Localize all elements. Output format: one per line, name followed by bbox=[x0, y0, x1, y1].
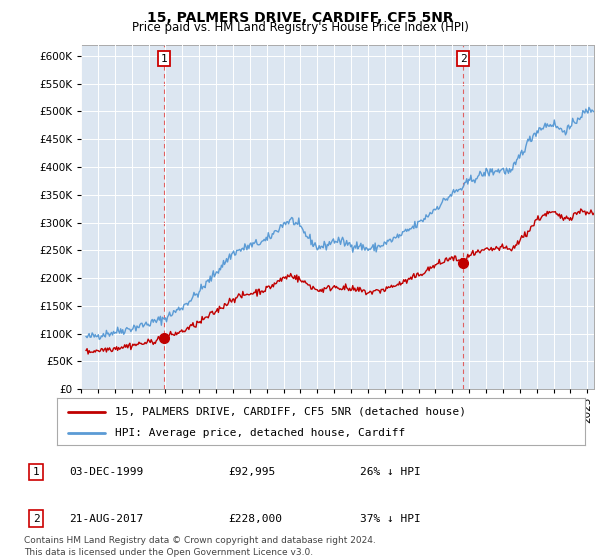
Text: 15, PALMERS DRIVE, CARDIFF, CF5 5NR (detached house): 15, PALMERS DRIVE, CARDIFF, CF5 5NR (det… bbox=[115, 407, 466, 417]
Text: 1: 1 bbox=[161, 54, 167, 64]
Text: 03-DEC-1999: 03-DEC-1999 bbox=[69, 467, 143, 477]
Text: £92,995: £92,995 bbox=[228, 467, 275, 477]
Text: 26% ↓ HPI: 26% ↓ HPI bbox=[360, 467, 421, 477]
Text: 15, PALMERS DRIVE, CARDIFF, CF5 5NR: 15, PALMERS DRIVE, CARDIFF, CF5 5NR bbox=[146, 11, 454, 25]
Text: Price paid vs. HM Land Registry's House Price Index (HPI): Price paid vs. HM Land Registry's House … bbox=[131, 21, 469, 34]
Text: Contains HM Land Registry data © Crown copyright and database right 2024.
This d: Contains HM Land Registry data © Crown c… bbox=[24, 536, 376, 557]
Text: 2: 2 bbox=[460, 54, 466, 64]
Text: HPI: Average price, detached house, Cardiff: HPI: Average price, detached house, Card… bbox=[115, 428, 406, 438]
Text: 37% ↓ HPI: 37% ↓ HPI bbox=[360, 514, 421, 524]
Text: 2: 2 bbox=[32, 514, 40, 524]
Text: 21-AUG-2017: 21-AUG-2017 bbox=[69, 514, 143, 524]
Text: 1: 1 bbox=[32, 467, 40, 477]
Text: £228,000: £228,000 bbox=[228, 514, 282, 524]
